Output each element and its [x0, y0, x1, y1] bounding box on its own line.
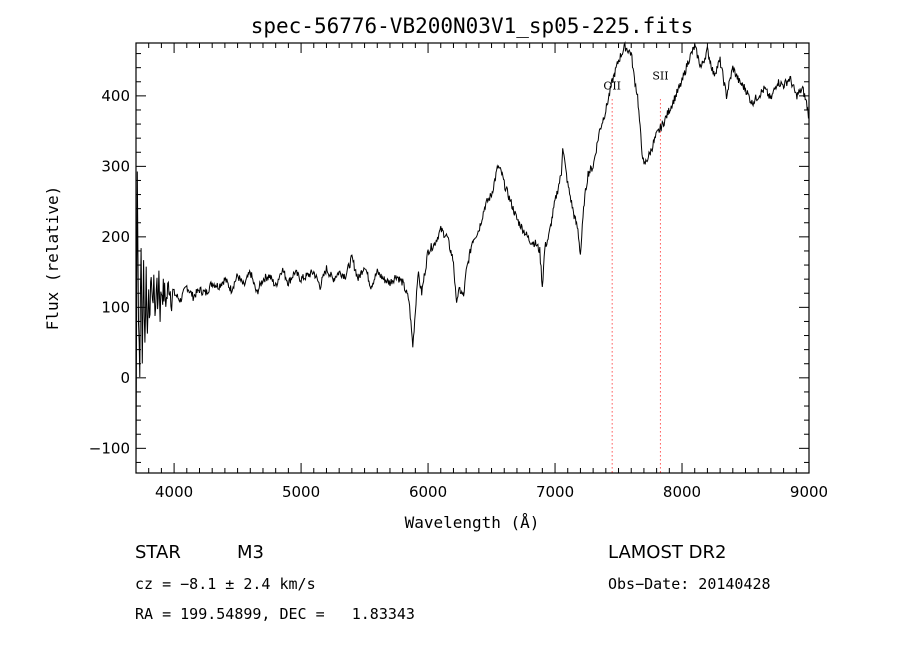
y-tick-label: 200 — [101, 228, 130, 246]
y-tick-labels: −100 0 100 200 300 400 — [89, 87, 130, 457]
survey-name: LAMOST DR2 — [608, 542, 726, 563]
x-tick-label: 4000 — [155, 483, 193, 501]
y-tick-label: 300 — [101, 157, 130, 175]
observation-date: Obs−Date: 20140428 — [608, 575, 771, 593]
y-tick-label: −100 — [89, 439, 130, 457]
x-axis-label: Wavelength (Å) — [405, 513, 540, 532]
object-subclass: M3 — [237, 542, 264, 563]
line-marker-label: OII — [603, 80, 621, 93]
ra-dec-coordinates: RA = 199.54899, DEC = 1.83343 — [135, 605, 415, 623]
chart-title: spec-56776-VB200N03V1_sp05-225.fits — [251, 14, 694, 38]
x-tick-labels: 4000 5000 6000 7000 8000 9000 — [155, 483, 828, 501]
y-tick-label: 400 — [101, 87, 130, 105]
x-tick-label: 9000 — [790, 483, 828, 501]
redshift-cz: cz = −8.1 ± 2.4 km/s — [135, 575, 316, 593]
x-tick-label: 7000 — [536, 483, 574, 501]
y-tick-label: 0 — [120, 369, 130, 387]
y-tick-label: 100 — [101, 298, 130, 316]
line-marker-label: SII — [652, 70, 668, 83]
emission-line-markers: OII SII — [603, 70, 669, 473]
spectrum-line — [135, 41, 810, 470]
x-tick-label: 5000 — [282, 483, 320, 501]
object-type: STAR — [135, 542, 181, 563]
x-tick-label: 8000 — [663, 483, 701, 501]
x-tick-label: 6000 — [409, 483, 447, 501]
axis-ticks — [135, 43, 810, 473]
plot-frame — [135, 42, 810, 474]
y-axis-label: Flux (relative) — [43, 186, 62, 331]
